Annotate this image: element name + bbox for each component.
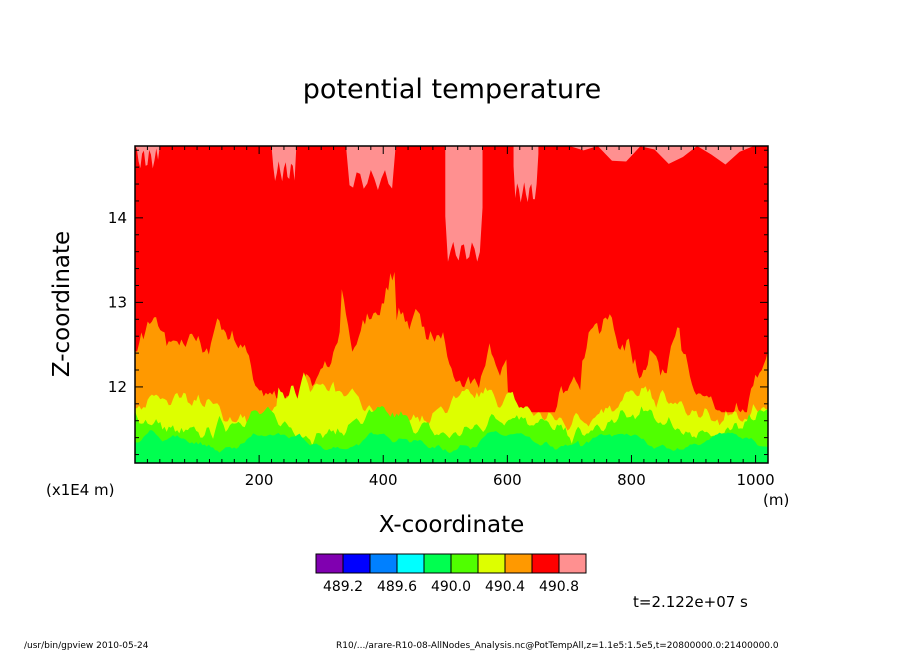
- x-tick-label: 1000: [736, 471, 774, 489]
- colorbar-swatch: [504, 553, 533, 574]
- y-tick-label: 14: [108, 209, 127, 227]
- colorbar-label: 489.6: [377, 579, 417, 595]
- y-axis: 12 13 14: [108, 149, 768, 456]
- band-pink: [135, 146, 160, 169]
- x-tick-label: 400: [369, 471, 398, 489]
- band-pink: [346, 146, 396, 190]
- band-pink: [445, 146, 483, 262]
- x-tick-label: 800: [617, 471, 646, 489]
- x-unit-label: (m): [763, 491, 790, 509]
- colorbar-swatch: [531, 553, 560, 574]
- band-pink: [271, 146, 297, 182]
- time-annotation: t=2.122e+07 s: [633, 593, 748, 611]
- footer-left: /usr/bin/gpview 2010-05-24: [24, 641, 149, 651]
- colorbar-label: 490.8: [539, 579, 579, 595]
- x-tick-label: 200: [245, 471, 274, 489]
- colorbar-label: 490.4: [485, 579, 525, 595]
- colorbar-swatch: [369, 553, 398, 574]
- colorbar-swatch: [342, 553, 371, 574]
- y-tick-label: 12: [108, 378, 127, 396]
- footer-right: R10/.../arare-R10-08-AllNodes_Analysis.n…: [336, 641, 779, 651]
- colorbar-swatch: [423, 553, 452, 574]
- colorbar-label: 489.2: [323, 579, 363, 595]
- band-pink: [513, 146, 539, 203]
- band-pink: [569, 146, 768, 165]
- chart-title: potential temperature: [302, 74, 602, 105]
- colorbar-swatch: [558, 553, 587, 574]
- y-tick-label: 13: [108, 293, 127, 311]
- colorbar: 489.2 489.6 490.0 490.4 490.8: [315, 553, 587, 595]
- colorbar-swatch: [477, 553, 506, 574]
- x-axis: 200 400 600 800 1000: [146, 146, 775, 489]
- x-tick-label: 600: [493, 471, 522, 489]
- y-scale-label: (x1E4 m): [46, 481, 115, 499]
- colorbar-swatch: [396, 553, 425, 574]
- colorbar-label: 490.0: [431, 579, 471, 595]
- plot-frame: [134, 145, 769, 464]
- contour-field: [135, 146, 768, 463]
- y-axis-label: Z-coordinate: [49, 230, 75, 378]
- x-axis-label: X-coordinate: [378, 512, 525, 538]
- colorbar-swatch: [315, 553, 344, 574]
- band-green: [135, 430, 768, 463]
- colorbar-swatch: [450, 553, 479, 574]
